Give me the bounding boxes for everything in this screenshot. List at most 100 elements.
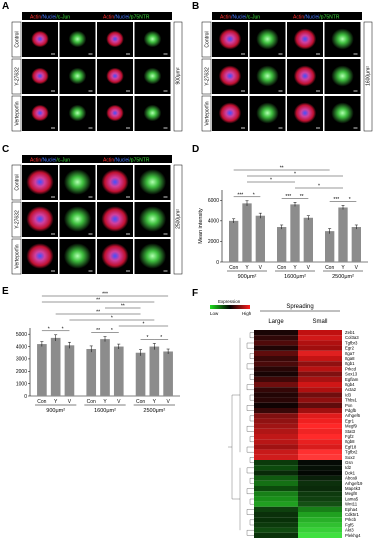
gene-label: Thbs1 bbox=[345, 398, 358, 403]
gene-label: Arhgef6 bbox=[345, 413, 361, 418]
header-part: /Nuclei bbox=[304, 15, 319, 21]
gene-label: Egf18 bbox=[345, 444, 357, 449]
header-part: /c-Jun bbox=[56, 158, 70, 164]
row-label: Verteporfin bbox=[15, 101, 21, 125]
cell bbox=[138, 206, 167, 232]
heatmap-cell bbox=[254, 512, 298, 518]
heatmap-cell bbox=[254, 491, 298, 497]
cell bbox=[143, 104, 162, 122]
gene-label: Sox2 bbox=[345, 455, 355, 460]
heatmap-cell bbox=[254, 350, 298, 356]
x-tick-label: Y bbox=[293, 265, 297, 271]
y-tick-label: 1000 bbox=[16, 381, 27, 387]
row-label: Y-27632 bbox=[205, 67, 211, 86]
header-part: Actin bbox=[30, 158, 41, 164]
gene-label: Fgf2 bbox=[345, 434, 354, 439]
x-tick-label: Con bbox=[229, 265, 238, 271]
bar bbox=[290, 204, 300, 262]
heatmap-cell bbox=[254, 428, 298, 434]
gene-label: Plekhg4 bbox=[345, 533, 361, 538]
sig-label: * bbox=[111, 316, 113, 322]
header-text: Actin/Nuclei/p75NTR bbox=[103, 158, 150, 164]
x-tick-label: Con bbox=[37, 399, 46, 405]
gene-label: Prkcb bbox=[345, 517, 357, 522]
bar bbox=[86, 349, 97, 396]
gene-label: Itgb8 bbox=[345, 439, 355, 444]
row-label: Verteporfin bbox=[205, 101, 211, 125]
heatmap-cell bbox=[298, 335, 342, 341]
cell bbox=[101, 206, 129, 232]
cell bbox=[63, 206, 92, 232]
heatmap-cell bbox=[254, 517, 298, 523]
row-label-box bbox=[201, 95, 212, 132]
header-part: /p75NTR bbox=[129, 158, 149, 164]
bar bbox=[351, 227, 361, 262]
sig-label: ** bbox=[96, 298, 100, 304]
bar bbox=[50, 337, 61, 396]
y-tick-label: 4000 bbox=[16, 344, 27, 350]
bar bbox=[149, 346, 160, 396]
row-label-box bbox=[201, 21, 212, 58]
header-part: Actin bbox=[103, 158, 114, 164]
sig-label: ** bbox=[280, 166, 284, 172]
x-tick-label: Y bbox=[54, 399, 58, 405]
sig-label: *** bbox=[285, 194, 291, 200]
row-label-box bbox=[201, 58, 212, 95]
gene-label: Abca9 bbox=[345, 476, 358, 481]
heatmap-cell bbox=[298, 527, 342, 533]
header-part: Actin bbox=[30, 15, 41, 21]
gene-label: Sox13 bbox=[345, 372, 358, 377]
x-tick-label: V bbox=[68, 399, 72, 405]
sig-label: * bbox=[146, 335, 148, 341]
heatmap-cell bbox=[298, 506, 342, 512]
row-label-box bbox=[11, 201, 22, 238]
heatmap-cell bbox=[298, 330, 342, 336]
gene-label: Acta2 bbox=[345, 387, 357, 392]
x-tick-label: Y bbox=[245, 265, 249, 271]
area-label-box bbox=[363, 21, 373, 132]
heatmap-cell bbox=[254, 335, 298, 341]
cell bbox=[293, 102, 317, 124]
header-part: /Nuclei bbox=[114, 158, 129, 164]
x-tick-label: Con bbox=[277, 265, 286, 271]
heatmap-cell bbox=[254, 454, 298, 460]
heatmap-cell bbox=[298, 465, 342, 471]
heatmap-cell bbox=[254, 402, 298, 408]
legend-gradient bbox=[210, 305, 250, 309]
header-part: /p75NTR bbox=[129, 15, 149, 21]
legend-title: Expression bbox=[218, 299, 241, 304]
gene-label: Itga8 bbox=[345, 356, 355, 361]
cell bbox=[101, 169, 129, 195]
header-part: /Nuclei bbox=[41, 158, 56, 164]
gene-label: Egr1 bbox=[345, 418, 355, 423]
y-tick-label: 6000 bbox=[208, 198, 219, 204]
panel-letter: B bbox=[192, 1, 199, 12]
sig-label: * bbox=[253, 192, 255, 198]
bar bbox=[163, 351, 173, 396]
y-tick-label: 0 bbox=[216, 260, 219, 266]
cell bbox=[138, 169, 167, 195]
heatmap-cell bbox=[254, 496, 298, 502]
gene-label: Pxn bbox=[345, 403, 353, 408]
heatmap-cell bbox=[298, 454, 342, 460]
heatmap-cell bbox=[254, 465, 298, 471]
bar bbox=[277, 227, 287, 262]
heatmap-cell bbox=[298, 350, 342, 356]
heatmap-cell bbox=[298, 356, 342, 362]
x-tick-label: V bbox=[259, 265, 263, 271]
cell bbox=[218, 65, 242, 87]
gene-label: Zeb1 bbox=[345, 330, 355, 335]
bar bbox=[64, 345, 75, 396]
heatmap-cell bbox=[298, 517, 342, 523]
gene-label: Id3 bbox=[345, 392, 352, 397]
header-part: Actin bbox=[103, 15, 114, 21]
gene-label: Dok1 bbox=[345, 470, 356, 475]
cell bbox=[68, 104, 87, 122]
header-bar bbox=[212, 12, 362, 20]
sig-label: *** bbox=[333, 197, 339, 203]
sig-label: * bbox=[111, 328, 113, 334]
heatmap-cell bbox=[298, 512, 342, 518]
gene-label: Tgfbr3 bbox=[345, 340, 358, 345]
heatmap-cell bbox=[298, 428, 342, 434]
cell bbox=[331, 28, 354, 50]
